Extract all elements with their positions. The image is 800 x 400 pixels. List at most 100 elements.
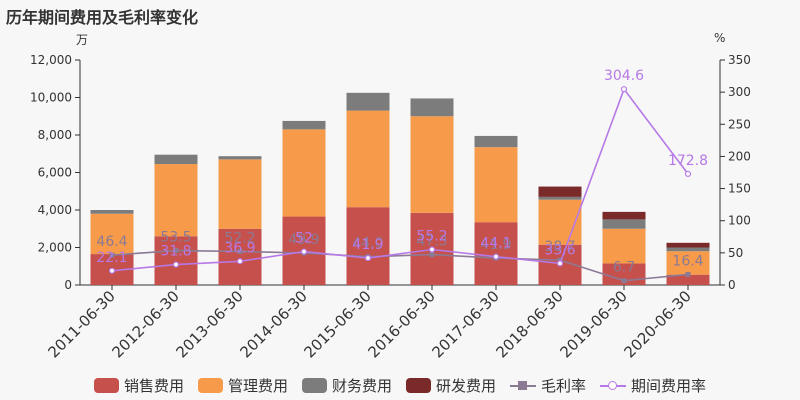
bar-segment xyxy=(602,211,646,220)
y-right-tick-label: 200 xyxy=(728,149,751,163)
bar-segment xyxy=(538,186,582,197)
x-tick-label: 2014-06-30 xyxy=(236,287,310,361)
x-tick-label: 2013-06-30 xyxy=(172,287,246,361)
line-point xyxy=(620,86,628,93)
data-label: 46.4 xyxy=(96,234,127,250)
chart-title: 历年期间费用及毛利率变化 xyxy=(6,8,199,27)
legend-item[interactable]: 研发费用 xyxy=(406,375,496,396)
bar-segment xyxy=(282,129,326,217)
bar-segment xyxy=(346,92,390,111)
y-left-tick-label: 4,000 xyxy=(38,203,72,217)
y-left-tick-label: 2,000 xyxy=(38,241,72,255)
data-label: 304.6 xyxy=(604,68,644,84)
line-point xyxy=(172,261,180,268)
legend-swatch xyxy=(93,378,119,393)
bar-segment xyxy=(410,98,454,117)
legend-swatch xyxy=(301,378,327,393)
bar-segment xyxy=(218,159,262,229)
bar-segment xyxy=(474,135,518,148)
data-label: 44.0 xyxy=(352,236,383,252)
bar-segment xyxy=(666,274,710,285)
y-right-tick-label: 350 xyxy=(728,53,751,67)
bar-segment xyxy=(90,210,134,214)
legend-item[interactable]: 毛利率 xyxy=(510,375,586,396)
line-point xyxy=(557,257,563,263)
x-tick-label: 2020-06-30 xyxy=(620,287,694,361)
data-label: 36.9 xyxy=(224,240,255,256)
bar-segment xyxy=(602,219,646,229)
line-point xyxy=(684,170,692,178)
bar-segment xyxy=(218,156,262,160)
legend-item[interactable]: 销售费用 xyxy=(93,375,184,396)
data-label: 33.6 xyxy=(544,242,575,258)
line-point xyxy=(173,248,179,254)
line-point xyxy=(685,271,691,277)
legend-line-marker xyxy=(510,379,537,393)
line-point xyxy=(108,267,116,274)
bar-segment xyxy=(410,116,454,213)
bar-segment xyxy=(90,213,134,255)
data-label: 16.4 xyxy=(672,253,703,269)
right-axis-unit: % xyxy=(714,31,726,45)
legend-swatch xyxy=(406,378,431,393)
y-right-tick-label: 300 xyxy=(728,85,751,99)
bar-segment xyxy=(538,196,582,200)
y-left-tick-label: 8,000 xyxy=(38,128,72,142)
left-axis-unit: 万 xyxy=(76,33,89,47)
y-right-tick-label: 100 xyxy=(728,214,751,228)
line-point xyxy=(556,260,564,267)
y-right-tick-label: 150 xyxy=(728,182,751,196)
x-tick-label: 2015-06-30 xyxy=(300,287,374,361)
line-point xyxy=(300,248,308,255)
legend-label: 期间费用率 xyxy=(631,377,707,395)
legend-item[interactable]: 财务费用 xyxy=(301,375,392,396)
legend-item[interactable]: 管理费用 xyxy=(197,375,288,396)
legend-label: 财务费用 xyxy=(331,377,392,395)
legend-label: 毛利率 xyxy=(541,377,587,395)
line-point xyxy=(429,252,435,258)
legend-item[interactable]: 期间费用率 xyxy=(600,375,706,396)
y-left-tick-label: 12,000 xyxy=(30,53,72,67)
x-tick-label: 2016-06-30 xyxy=(364,287,438,361)
bar-segment xyxy=(666,242,710,248)
legend-label: 管理费用 xyxy=(227,377,288,395)
bar-segment xyxy=(474,147,518,223)
x-tick-label: 2011-06-30 xyxy=(44,287,118,361)
data-label: 41.9 xyxy=(480,237,511,253)
data-label: 52 xyxy=(295,231,313,247)
bar-segment xyxy=(154,236,198,285)
legend-label: 销售费用 xyxy=(123,377,184,395)
data-label: 52.2 xyxy=(224,230,255,246)
y-left-tick-label: 0 xyxy=(64,278,72,292)
bar-segment xyxy=(602,228,646,264)
bar-segment xyxy=(282,120,326,130)
y-right-tick-label: 0 xyxy=(728,278,736,292)
legend-swatch xyxy=(197,378,223,393)
data-label: 31.8 xyxy=(160,244,191,260)
bar-segment xyxy=(218,228,262,285)
line-point xyxy=(621,278,627,284)
y-right-tick-label: 50 xyxy=(728,246,743,260)
line-series-path xyxy=(111,249,689,282)
line-point xyxy=(109,252,115,258)
line-point xyxy=(364,254,372,262)
data-label: 22.1 xyxy=(96,250,127,266)
x-tick-label: 2017-06-30 xyxy=(428,287,502,361)
data-label: 172.8 xyxy=(668,153,708,169)
chart-legend: 销售费用 管理费用 财务费用 研发费用 毛利率 期间费用率 xyxy=(0,375,800,396)
data-label: 53.5 xyxy=(160,230,191,246)
bar-segment xyxy=(666,251,710,275)
y-left-tick-label: 10,000 xyxy=(30,91,72,105)
data-label: 47.3 xyxy=(416,234,447,250)
y-right-tick-label: 250 xyxy=(728,117,751,131)
line-point xyxy=(236,258,244,265)
data-label: 44.1 xyxy=(480,236,511,252)
bar-segment xyxy=(346,110,390,208)
y-left-tick-label: 6,000 xyxy=(38,166,72,180)
line-point xyxy=(428,246,436,253)
bar-segment xyxy=(154,154,198,165)
bar-segment xyxy=(666,247,710,252)
bar-segment xyxy=(154,164,198,237)
legend-line-marker xyxy=(600,379,627,393)
data-label: 49.9 xyxy=(288,232,319,248)
